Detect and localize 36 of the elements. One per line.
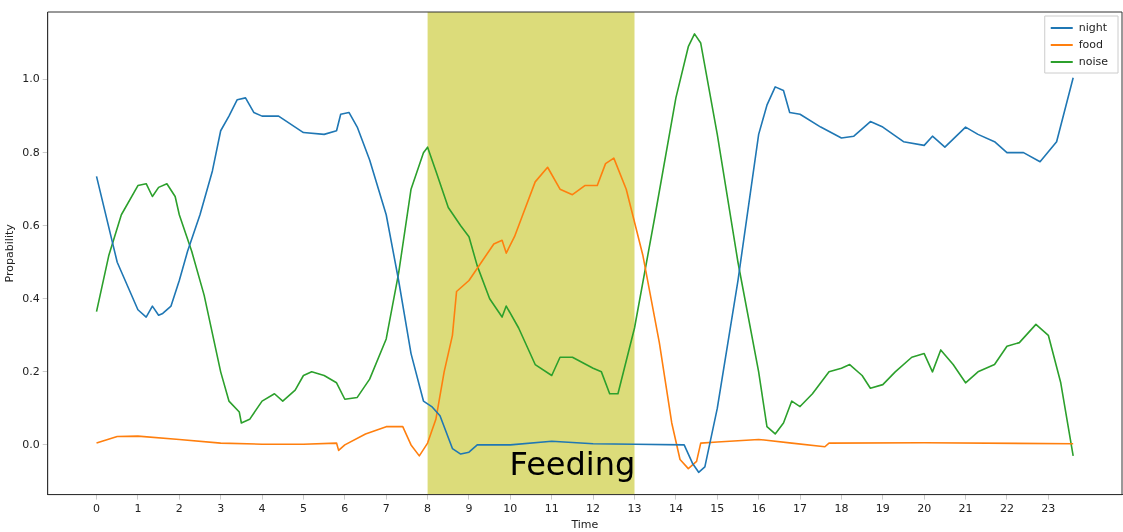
x-tick-label: 16 bbox=[751, 502, 766, 516]
x-tick-label: 0 bbox=[93, 502, 101, 516]
x-tick-label: 17 bbox=[793, 502, 808, 516]
x-tick-label: 20 bbox=[917, 502, 932, 516]
x-tick-label: 4 bbox=[258, 502, 266, 516]
legend-label: noise bbox=[1078, 54, 1109, 68]
x-tick-label: 5 bbox=[299, 502, 307, 516]
x-tick-label: 10 bbox=[503, 502, 518, 516]
x-tick-label: 9 bbox=[465, 502, 473, 516]
x-tick-label: 3 bbox=[217, 502, 225, 516]
y-tick-label: 0.6 bbox=[22, 218, 40, 232]
x-tick-label: 8 bbox=[424, 502, 432, 516]
legend-label: night bbox=[1078, 20, 1108, 34]
x-tick-label: 14 bbox=[668, 502, 683, 516]
y-axis-title: Propability bbox=[3, 223, 17, 283]
x-tick-label: 18 bbox=[834, 502, 849, 516]
band-label: Feeding bbox=[509, 444, 636, 483]
x-tick-label: 12 bbox=[586, 502, 601, 516]
legend-label: food bbox=[1078, 37, 1104, 51]
x-tick-label: 6 bbox=[341, 502, 349, 516]
x-tick-label: 22 bbox=[999, 502, 1014, 516]
y-tick-label: 0.0 bbox=[22, 437, 40, 451]
x-tick-label: 15 bbox=[710, 502, 725, 516]
x-tick-label: 19 bbox=[875, 502, 890, 516]
x-tick-label: 7 bbox=[382, 502, 390, 516]
y-tick-label: 0.4 bbox=[22, 291, 40, 305]
y-tick-label: 0.8 bbox=[22, 145, 40, 159]
x-tick-label: 1 bbox=[134, 502, 142, 516]
x-axis-title: Time bbox=[570, 518, 599, 532]
x-tick-label: 23 bbox=[1041, 502, 1056, 516]
y-tick-label: 1.0 bbox=[22, 72, 40, 86]
x-tick-label: 13 bbox=[627, 502, 642, 516]
x-tick-label: 21 bbox=[958, 502, 973, 516]
x-tick-label: 11 bbox=[544, 502, 559, 516]
x-tick-label: 2 bbox=[175, 502, 183, 516]
y-tick-label: 0.2 bbox=[22, 364, 40, 378]
